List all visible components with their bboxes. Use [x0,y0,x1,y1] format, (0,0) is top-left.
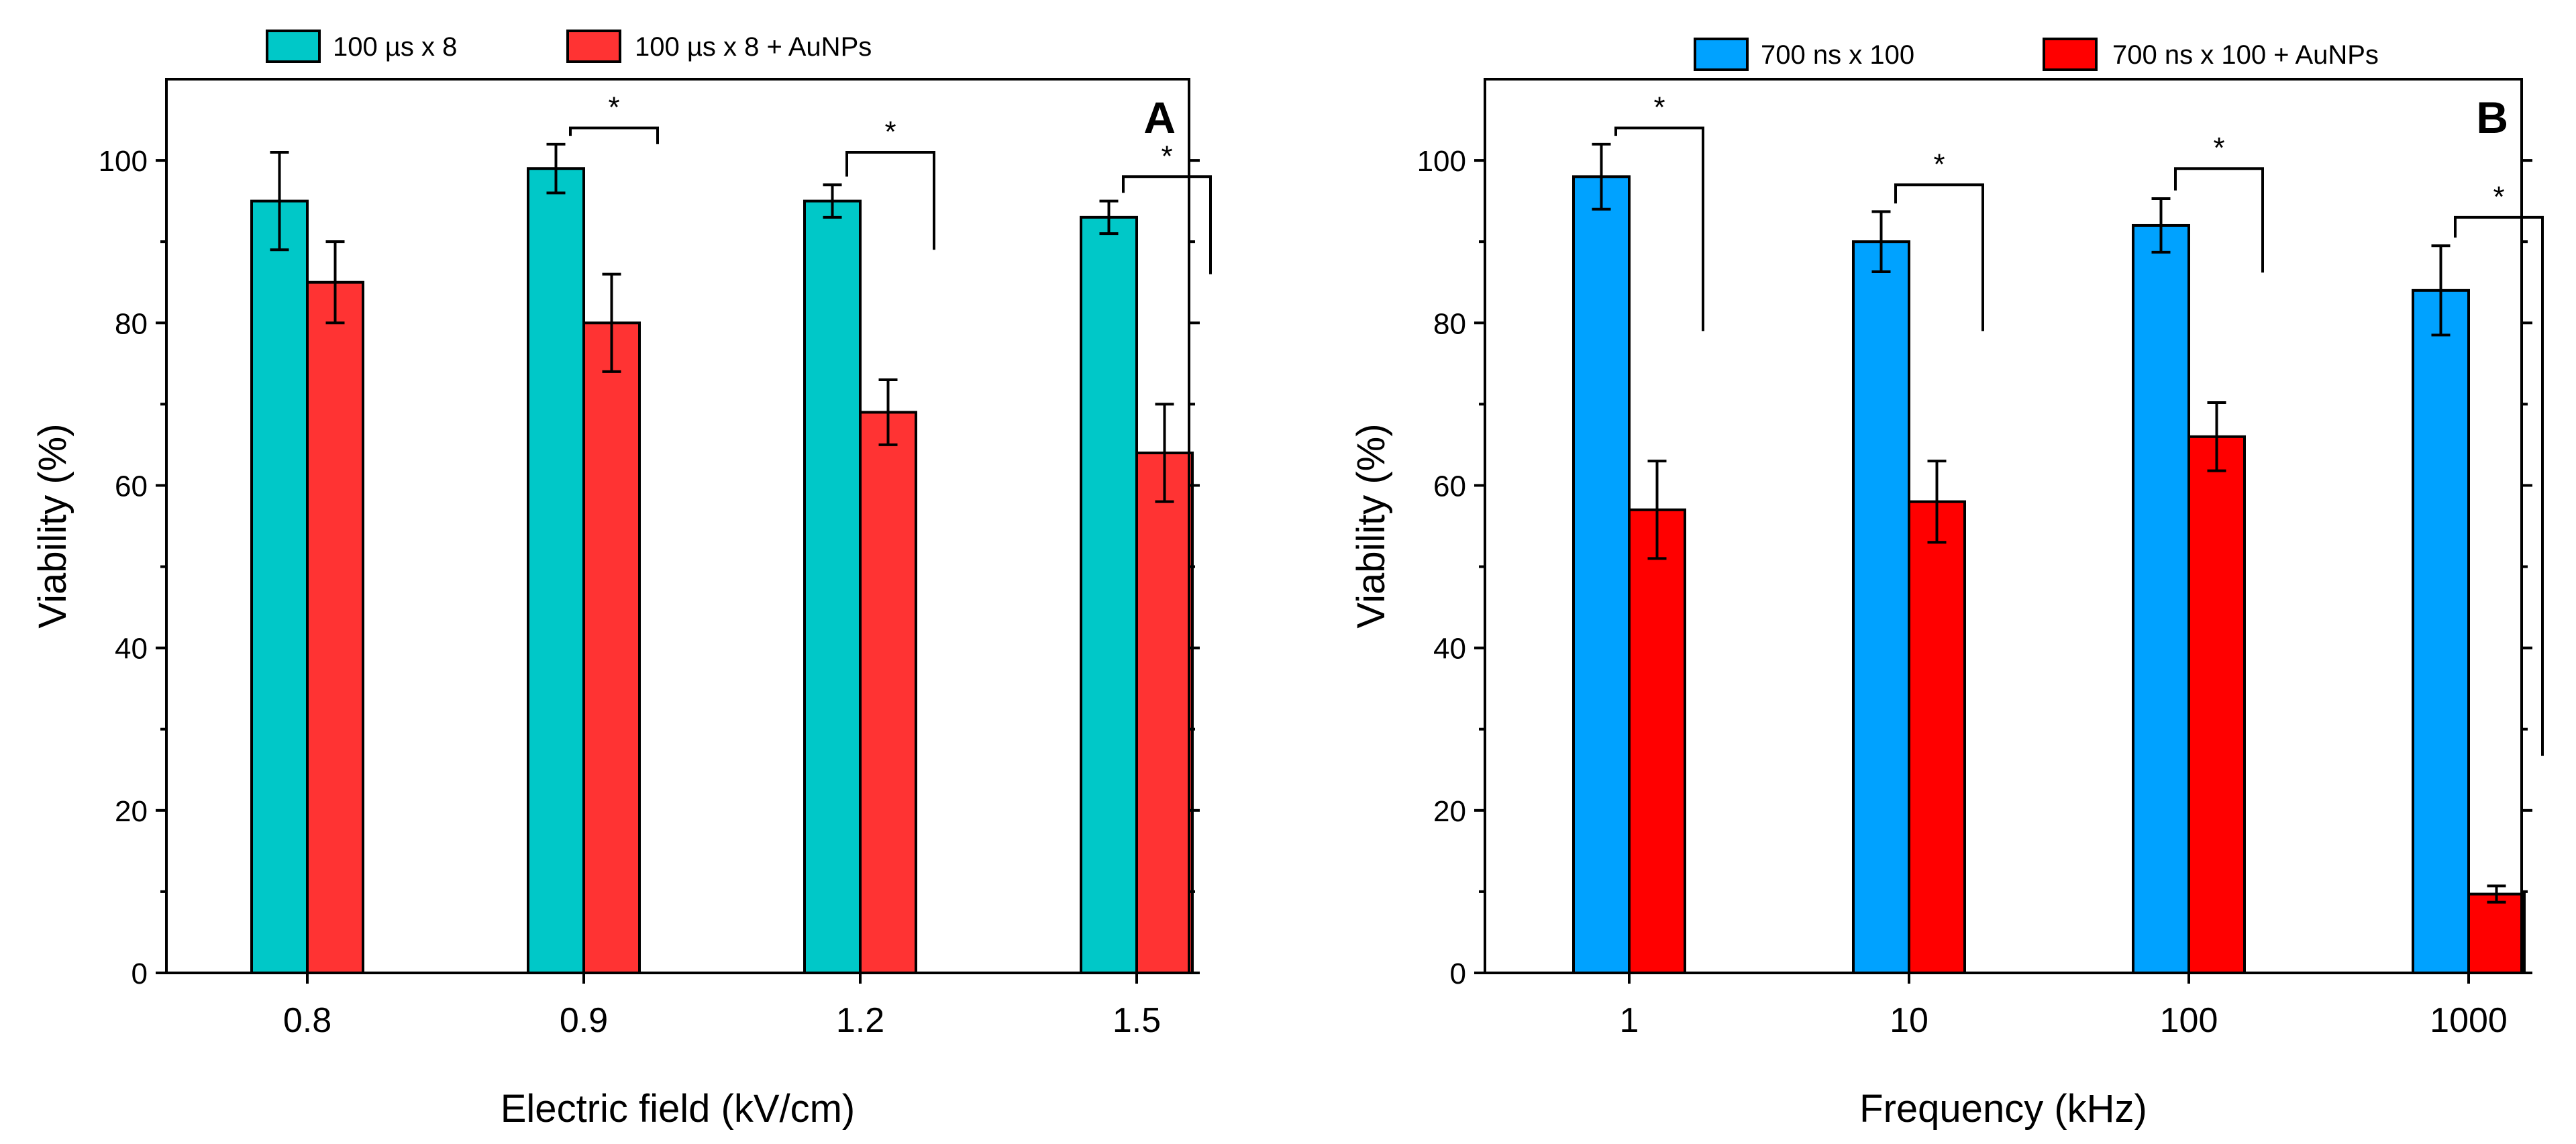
bar-b-s1-10 [1908,500,1966,974]
error-bar-a-s1-0.8 [325,240,345,325]
x-axis-label: Frequency (kHz) [1859,1087,2147,1131]
bar-b-s0-1 [1572,175,1631,974]
significance-bracket-b-1: * [1614,91,1704,331]
legend-label: 700 ns x 100 + AuNPs [2112,40,2379,70]
significance-bracket-b-1000: * [2454,180,2544,756]
x-tick-label: 1.5 [1113,1001,1161,1040]
error-bar-a-s1-1.5 [1155,403,1174,503]
error-bar-b-s1-1000 [2487,884,2506,904]
significance-star: * [608,91,619,124]
bar-a-s1-1.5 [1135,452,1194,974]
bar-a-s0-1.2 [803,199,862,974]
bar-a-s0-0.9 [527,167,585,975]
error-bar-b-s1-1 [1647,460,1667,560]
y-tick-label: 20 [115,795,148,828]
legend-label: 100 µs x 8 [333,32,457,62]
x-tick-label: 0.8 [283,1001,331,1040]
bar-b-s1-1000 [2467,892,2526,975]
y-tick-label: 0 [1450,957,1466,990]
legend-a: 100 µs x 8 100 µs x 8 + AuNPs [266,30,872,63]
x-tick-label: 100 [2160,1001,2218,1040]
bar-b-s0-1000 [2412,289,2470,974]
x-tick-label: 1000 [2430,1001,2508,1040]
significance-bracket-b-10: * [1894,148,1984,331]
legend-label: 700 ns x 100 [1761,40,1914,70]
panel-label: B [2476,93,2508,142]
error-bar-b-s0-1 [1592,142,1611,211]
bar-a-s1-1.2 [859,411,917,974]
error-bar-a-s1-1.2 [878,378,898,446]
significance-star: * [1161,140,1172,172]
y-axis-label: Viability (%) [31,423,74,628]
bar-a-s0-0.8 [250,199,309,974]
significance-bracket-a-1.2: * [845,115,935,250]
y-tick-label: 60 [1433,470,1466,503]
x-tick-label: 1.2 [836,1001,884,1040]
bracket-line [1614,126,1704,331]
significance-bracket-a-1.5: * [1122,140,1212,274]
bar-a-s1-0.8 [306,280,364,974]
error-bar-a-s0-0.9 [546,142,566,195]
legend-swatch [2043,38,2098,71]
significance-star: * [1653,91,1665,124]
y-tick-label: 0 [132,957,148,990]
y-tick-label: 40 [1433,633,1466,666]
bracket-line [2454,215,2544,756]
bar-a-s1-0.9 [582,321,641,975]
y-tick-label: 100 [1417,145,1466,178]
bar-b-s1-1 [1628,508,1686,974]
x-tick-label: 1 [1620,1001,1639,1040]
y-axis-label: Viability (%) [1349,423,1393,628]
bracket-line [1122,175,1212,274]
x-tick-label: 10 [1890,1001,1928,1040]
error-bar-a-s1-0.9 [602,272,621,373]
bar-b-s0-100 [2132,223,2190,974]
bar-b-s0-10 [1852,240,1910,975]
significance-bracket-a-0.9: * [569,91,659,144]
error-bar-a-s0-0.8 [270,150,289,252]
plot-frame [165,78,1190,974]
bar-b-s1-100 [2187,435,2246,974]
y-tick-label: 80 [1433,307,1466,340]
legend-swatch [266,30,321,63]
bar-a-s0-1.5 [1080,215,1138,975]
error-bar-b-s0-1000 [2431,244,2451,337]
bracket-line [1894,183,1984,331]
y-tick-label: 100 [99,145,148,178]
error-bar-b-s0-100 [2151,197,2171,254]
plot-frame [1484,78,2523,974]
significance-star: * [884,115,896,148]
x-axis-label: Electric field (kV/cm) [501,1087,856,1131]
y-tick-label: 60 [115,470,148,503]
bracket-line [845,150,935,250]
error-bar-a-s0-1.5 [1099,199,1119,236]
error-bar-b-s0-10 [1871,210,1891,273]
significance-star: * [2493,180,2504,213]
error-bar-b-s1-10 [1927,460,1947,544]
error-bar-b-s1-100 [2207,401,2226,472]
significance-star: * [1933,148,1945,180]
panel-label: A [1143,93,1176,142]
y-tick-label: 80 [115,307,148,340]
legend-label: 100 µs x 8 + AuNPs [635,32,872,62]
error-bar-a-s0-1.2 [823,183,842,219]
y-tick-label: 20 [1433,795,1466,828]
significance-star: * [2213,132,2224,164]
panel-a: * * * 0 20 40 60 80 100 0.8 0.9 1.2 1.5 Electric fiel… [31,30,1212,1131]
legend-swatch [1694,38,1749,71]
x-tick-label: 0.9 [560,1001,608,1040]
legend-b: 700 ns x 100 700 ns x 100 + AuNPs [1694,38,2379,71]
legend-swatch [566,30,621,63]
bracket-line [569,126,659,144]
panel-b: * * * * 0 20 40 60 80 100 1 10 100 1000 Frequency (kHz… [1349,38,2544,1131]
bracket-line [2174,167,2264,273]
y-tick-label: 40 [115,633,148,666]
significance-bracket-b-100: * [2174,132,2264,273]
